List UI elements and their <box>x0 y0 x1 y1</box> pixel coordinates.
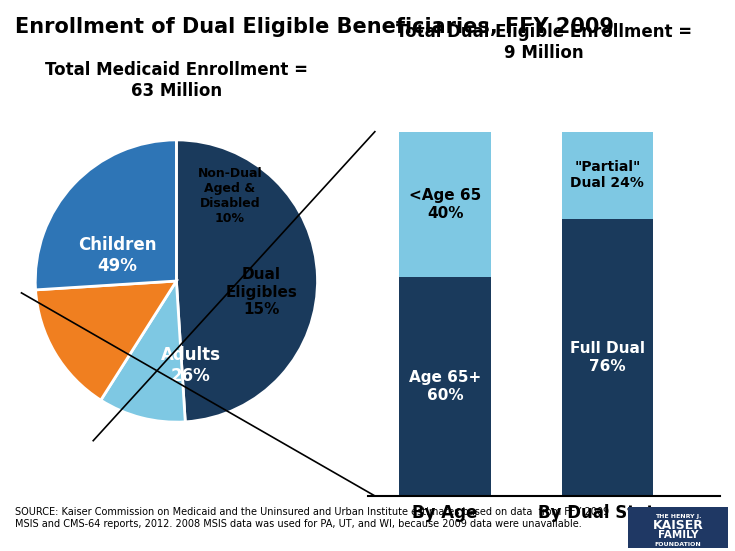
Bar <box>399 132 491 277</box>
Text: FOUNDATION: FOUNDATION <box>655 542 701 547</box>
Text: KAISER: KAISER <box>653 519 703 532</box>
Text: Enrollment of Dual Eligible Beneficiaries, FFY 2009: Enrollment of Dual Eligible Beneficiarie… <box>15 17 614 36</box>
Wedge shape <box>35 140 176 290</box>
Bar <box>399 277 491 496</box>
Bar <box>562 219 653 496</box>
Text: SOURCE: Kaiser Commission on Medicaid and the Uninsured and Urban Institute esti: SOURCE: Kaiser Commission on Medicaid an… <box>15 507 609 528</box>
Text: THE HENRY J.: THE HENRY J. <box>655 514 701 518</box>
Wedge shape <box>35 281 176 400</box>
Text: Adults
26%: Adults 26% <box>160 346 220 385</box>
Bar <box>562 132 653 219</box>
Wedge shape <box>101 281 185 422</box>
Text: Children
49%: Children 49% <box>78 236 157 275</box>
Text: Non-Dual
Aged &
Disabled
10%: Non-Dual Aged & Disabled 10% <box>198 168 262 225</box>
Text: "Partial"
Dual 24%: "Partial" Dual 24% <box>570 160 645 191</box>
Text: Full Dual
76%: Full Dual 76% <box>570 341 645 374</box>
Title: Total Dual Eligible Enrollment =
9 Million: Total Dual Eligible Enrollment = 9 Milli… <box>396 23 692 62</box>
Text: FAMILY: FAMILY <box>658 530 698 540</box>
Text: Age 65+
60%: Age 65+ 60% <box>409 370 481 403</box>
Text: <Age 65
40%: <Age 65 40% <box>409 188 481 221</box>
Title: Total Medicaid Enrollment =
63 Million: Total Medicaid Enrollment = 63 Million <box>45 62 308 100</box>
Wedge shape <box>176 140 318 422</box>
Text: Dual
Eligibles
15%: Dual Eligibles 15% <box>225 267 297 317</box>
